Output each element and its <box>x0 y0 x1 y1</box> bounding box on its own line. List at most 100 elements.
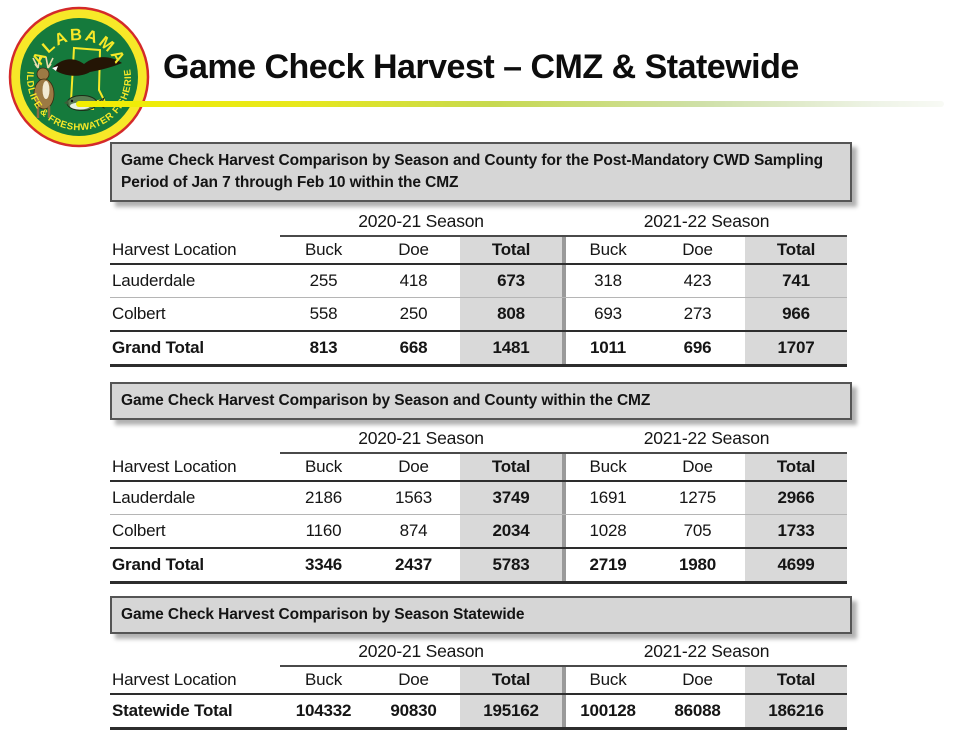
table-row: Colbert 558 250 808 693 273 966 <box>110 297 848 332</box>
season-divider <box>562 331 567 367</box>
doe-header: Doe <box>650 236 746 265</box>
deer-icon <box>32 56 55 118</box>
season-1-label: 2020-21 Season <box>280 208 563 237</box>
total-header: Total <box>745 453 848 482</box>
table-row: Colbert 1160 874 2034 1028 705 1733 <box>110 514 848 549</box>
table-row: Lauderdale 255 418 673 318 423 741 <box>110 264 848 298</box>
season-2-label: 2021-22 Season <box>566 425 848 454</box>
location-header: Harvest Location <box>110 236 280 265</box>
season-divider <box>562 514 567 549</box>
season-divider <box>562 236 567 265</box>
cell-value: 558 <box>280 297 367 332</box>
row-label: Colbert <box>110 514 280 549</box>
location-header: Harvest Location <box>110 453 280 482</box>
season-header-row: 2020-21 Season 2021-22 Season <box>110 425 848 454</box>
doe-header: Doe <box>650 666 746 695</box>
cell-value: 104332 <box>280 694 367 730</box>
logo-svg: ALABAMA WILDLIFE & FRESHWATER FISHERIES <box>3 0 150 148</box>
cell-value: 1028 <box>566 514 651 549</box>
season-divider <box>562 666 567 695</box>
season-divider <box>562 297 567 332</box>
cell-value: 255 <box>280 264 367 298</box>
doe-header: Doe <box>367 666 460 695</box>
slide-header: ALABAMA WILDLIFE & FRESHWATER FISHERIES … <box>0 0 960 148</box>
cell-value: 1707 <box>745 331 848 367</box>
buck-header: Buck <box>280 453 367 482</box>
cell-value: 4699 <box>745 548 848 584</box>
cell-value: 1011 <box>566 331 651 367</box>
row-label: Grand Total <box>110 331 280 367</box>
season-1-label: 2020-21 Season <box>280 638 563 667</box>
slide-content: Game Check Harvest Comparison by Season … <box>110 142 857 730</box>
row-label: Lauderdale <box>110 481 280 515</box>
harvest-table-cmz: 2020-21 Season 2021-22 Season Harvest Lo… <box>110 425 848 584</box>
doe-header: Doe <box>650 453 746 482</box>
buck-header: Buck <box>566 666 651 695</box>
cell-value: 250 <box>367 297 460 332</box>
cell-value: 813 <box>280 331 367 367</box>
cell-value: 693 <box>566 297 651 332</box>
season-2-label: 2021-22 Season <box>566 638 848 667</box>
column-header-row: Harvest Location Buck Doe Total Buck Doe… <box>110 666 848 695</box>
table-row: Lauderdale 2186 1563 3749 1691 1275 2966 <box>110 481 848 515</box>
cell-value: 2437 <box>367 548 460 584</box>
table-title-box-2: Game Check Harvest Comparison by Season … <box>110 382 852 420</box>
total-header: Total <box>460 666 563 695</box>
cell-value: 668 <box>367 331 460 367</box>
cell-value: 2186 <box>280 481 367 515</box>
cell-value: 673 <box>460 264 563 298</box>
grand-total-row: Grand Total 813 668 1481 1011 696 1707 <box>110 331 848 367</box>
alabama-wildlife-logo: ALABAMA WILDLIFE & FRESHWATER FISHERIES <box>3 0 150 148</box>
cell-value: 1160 <box>280 514 367 549</box>
cell-value: 741 <box>745 264 848 298</box>
table-title-box-3: Game Check Harvest Comparison by Season … <box>110 596 852 634</box>
cell-value: 966 <box>745 297 848 332</box>
row-label: Statewide Total <box>110 694 280 730</box>
cell-value: 90830 <box>367 694 460 730</box>
column-header-row: Harvest Location Buck Doe Total Buck Doe… <box>110 236 848 265</box>
buck-header: Buck <box>280 236 367 265</box>
cell-value: 195162 <box>460 694 563 730</box>
cell-value: 86088 <box>650 694 746 730</box>
cell-value: 2034 <box>460 514 563 549</box>
location-header: Harvest Location <box>110 666 280 695</box>
table-title-box-1: Game Check Harvest Comparison by Season … <box>110 142 852 202</box>
slide-title: Game Check Harvest – CMZ & Statewide <box>163 48 799 86</box>
cell-value: 423 <box>650 264 746 298</box>
cell-value: 5783 <box>460 548 563 584</box>
cell-value: 1733 <box>745 514 848 549</box>
cell-value: 100128 <box>566 694 651 730</box>
cell-value: 874 <box>367 514 460 549</box>
season-divider <box>562 481 567 515</box>
cell-value: 1563 <box>367 481 460 515</box>
gradient-divider <box>76 101 944 107</box>
cell-value: 808 <box>460 297 563 332</box>
cell-value: 1481 <box>460 331 563 367</box>
cell-value: 2719 <box>566 548 651 584</box>
doe-header: Doe <box>367 453 460 482</box>
cell-value: 696 <box>650 331 746 367</box>
total-header: Total <box>460 453 563 482</box>
total-header: Total <box>745 666 848 695</box>
cell-value: 2966 <box>745 481 848 515</box>
cell-value: 3749 <box>460 481 563 515</box>
eagle-icon <box>52 57 122 76</box>
buck-header: Buck <box>280 666 367 695</box>
cell-value: 186216 <box>745 694 848 730</box>
buck-header: Buck <box>566 453 651 482</box>
column-header-row: Harvest Location Buck Doe Total Buck Doe… <box>110 453 848 482</box>
cell-value: 318 <box>566 264 651 298</box>
season-2-label: 2021-22 Season <box>566 208 848 237</box>
harvest-table-statewide: 2020-21 Season 2021-22 Season Harvest Lo… <box>110 638 848 730</box>
cell-value: 705 <box>650 514 746 549</box>
grand-total-row: Grand Total 3346 2437 5783 2719 1980 469… <box>110 548 848 584</box>
cell-value: 1691 <box>566 481 651 515</box>
buck-header: Buck <box>566 236 651 265</box>
total-header: Total <box>745 236 848 265</box>
season-1-label: 2020-21 Season <box>280 425 563 454</box>
harvest-table-cwd-period: 2020-21 Season 2021-22 Season Harvest Lo… <box>110 208 848 367</box>
cell-value: 3346 <box>280 548 367 584</box>
cell-value: 1980 <box>650 548 746 584</box>
row-label: Colbert <box>110 297 280 332</box>
cell-value: 1275 <box>650 481 746 515</box>
